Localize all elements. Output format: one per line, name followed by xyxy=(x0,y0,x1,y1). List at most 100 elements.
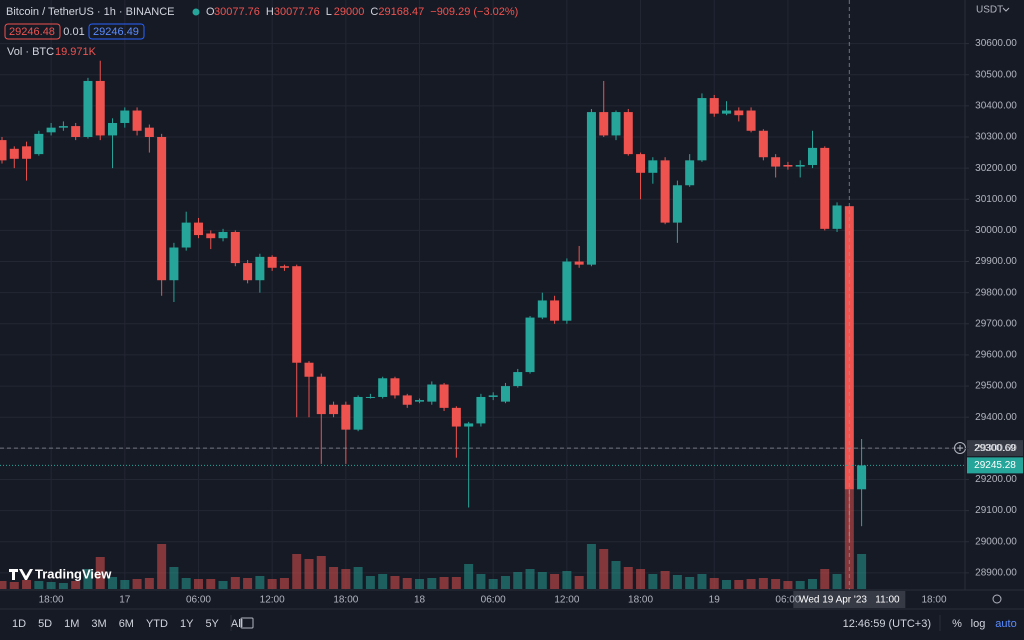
candle-body xyxy=(844,206,854,490)
bid-box[interactable] xyxy=(4,23,61,40)
volume-bar xyxy=(181,578,191,589)
volume-bar xyxy=(648,574,658,589)
settings-icon[interactable] xyxy=(992,594,1002,604)
candle-body xyxy=(95,80,105,136)
last-price-box xyxy=(967,457,1023,474)
ohlc-value: 30077.76 xyxy=(214,6,260,18)
candle-body xyxy=(537,300,547,318)
period-button[interactable]: 1D xyxy=(12,618,26,630)
candle-body xyxy=(525,317,535,373)
percent-toggle[interactable]: % xyxy=(952,618,962,630)
candle-body xyxy=(722,110,732,114)
candle-body xyxy=(586,112,596,265)
volume-bar xyxy=(513,572,523,589)
period-button[interactable]: YTD xyxy=(146,618,168,630)
period-button[interactable]: All xyxy=(231,618,243,630)
y-tick-label: 29000.00 xyxy=(975,536,1017,547)
volume-bar xyxy=(697,574,707,589)
candle-body xyxy=(292,266,302,363)
volume-bar xyxy=(476,574,486,589)
period-button[interactable]: 3M xyxy=(91,618,106,630)
volume-bar xyxy=(636,569,646,589)
volume-bar xyxy=(279,578,289,589)
volume-bar xyxy=(120,580,130,589)
y-tick-label: 29100.00 xyxy=(975,505,1017,516)
period-button[interactable]: 1Y xyxy=(180,618,194,630)
volume-bar xyxy=(488,579,498,589)
candle-body xyxy=(734,110,744,116)
volume-bar xyxy=(820,569,830,589)
candle-body xyxy=(120,110,130,123)
y-tick-label: 29800.00 xyxy=(975,287,1017,298)
clock[interactable]: 12:46:59 (UTC+3) xyxy=(843,618,931,630)
volume-bar xyxy=(34,581,44,589)
y-tick-label: 29700.00 xyxy=(975,318,1017,329)
x-tick-label: 17 xyxy=(119,595,131,606)
y-tick-label: 29900.00 xyxy=(975,256,1017,267)
volume-bar xyxy=(734,580,744,589)
candle-body xyxy=(795,165,805,167)
candle-body xyxy=(574,261,584,265)
candle-body xyxy=(83,80,93,137)
candle-body xyxy=(857,465,867,490)
candle-body xyxy=(34,133,44,155)
candle-body xyxy=(697,98,707,161)
volume-bar xyxy=(58,583,68,589)
volume-bar xyxy=(243,578,253,589)
candle-body xyxy=(648,160,658,173)
volume-bar xyxy=(427,578,437,589)
volume-bar xyxy=(807,579,817,589)
volume-bar xyxy=(378,574,388,589)
date-range-icon[interactable] xyxy=(240,617,254,629)
x-tick-label: 19 xyxy=(709,595,721,606)
candle-body xyxy=(709,98,719,114)
volume-bar xyxy=(9,582,19,589)
volume-bar xyxy=(83,569,93,589)
ask-box[interactable] xyxy=(88,23,145,40)
period-button[interactable]: 6M xyxy=(119,618,134,630)
y-tick-label: 29300.00 xyxy=(975,443,1017,454)
period-button[interactable]: 1M xyxy=(64,618,79,630)
candle-body xyxy=(439,384,449,408)
x-tick-label: 18:00 xyxy=(39,595,64,606)
volume-bar xyxy=(672,575,682,589)
candle-body xyxy=(783,165,793,167)
volume-bar xyxy=(562,571,572,589)
volume-bar xyxy=(623,567,633,589)
candle-body xyxy=(46,127,56,133)
volume-bar xyxy=(685,577,695,589)
volume-bar xyxy=(660,571,670,589)
volume-bar xyxy=(341,569,351,589)
ohlc-label: O xyxy=(206,6,215,18)
x-tick-label: 06:00 xyxy=(481,595,506,606)
volume-bar xyxy=(574,576,584,589)
brand: TradingView xyxy=(35,566,112,581)
status-dot xyxy=(192,8,200,16)
candle-body xyxy=(771,157,781,167)
y-tick-label: 30200.00 xyxy=(975,163,1017,174)
volume-bar xyxy=(586,544,596,589)
candle-body xyxy=(476,396,486,424)
currency[interactable]: USDT xyxy=(976,5,1003,16)
period-button[interactable]: 5D xyxy=(38,618,52,630)
x-tick-label: 06:00 xyxy=(186,595,211,606)
volume-bar xyxy=(746,579,756,589)
auto-toggle[interactable]: auto xyxy=(995,618,1016,630)
candle-body xyxy=(329,404,339,415)
spread: 0.01 xyxy=(63,26,84,38)
candle-body xyxy=(157,136,167,281)
candle-body xyxy=(378,378,388,397)
ohlc-label: H xyxy=(266,6,274,18)
period-button[interactable]: 5Y xyxy=(205,618,219,630)
candle-body xyxy=(832,205,842,229)
x-tick-label: 06:00 xyxy=(775,595,800,606)
candle-body xyxy=(488,395,498,397)
log-toggle[interactable]: log xyxy=(971,618,986,630)
y-tick-label: 30000.00 xyxy=(975,225,1017,236)
volume-bar xyxy=(758,578,768,589)
candle-body xyxy=(660,160,670,223)
y-tick-label: 29500.00 xyxy=(975,381,1017,392)
y-tick-label: 29200.00 xyxy=(975,474,1017,485)
